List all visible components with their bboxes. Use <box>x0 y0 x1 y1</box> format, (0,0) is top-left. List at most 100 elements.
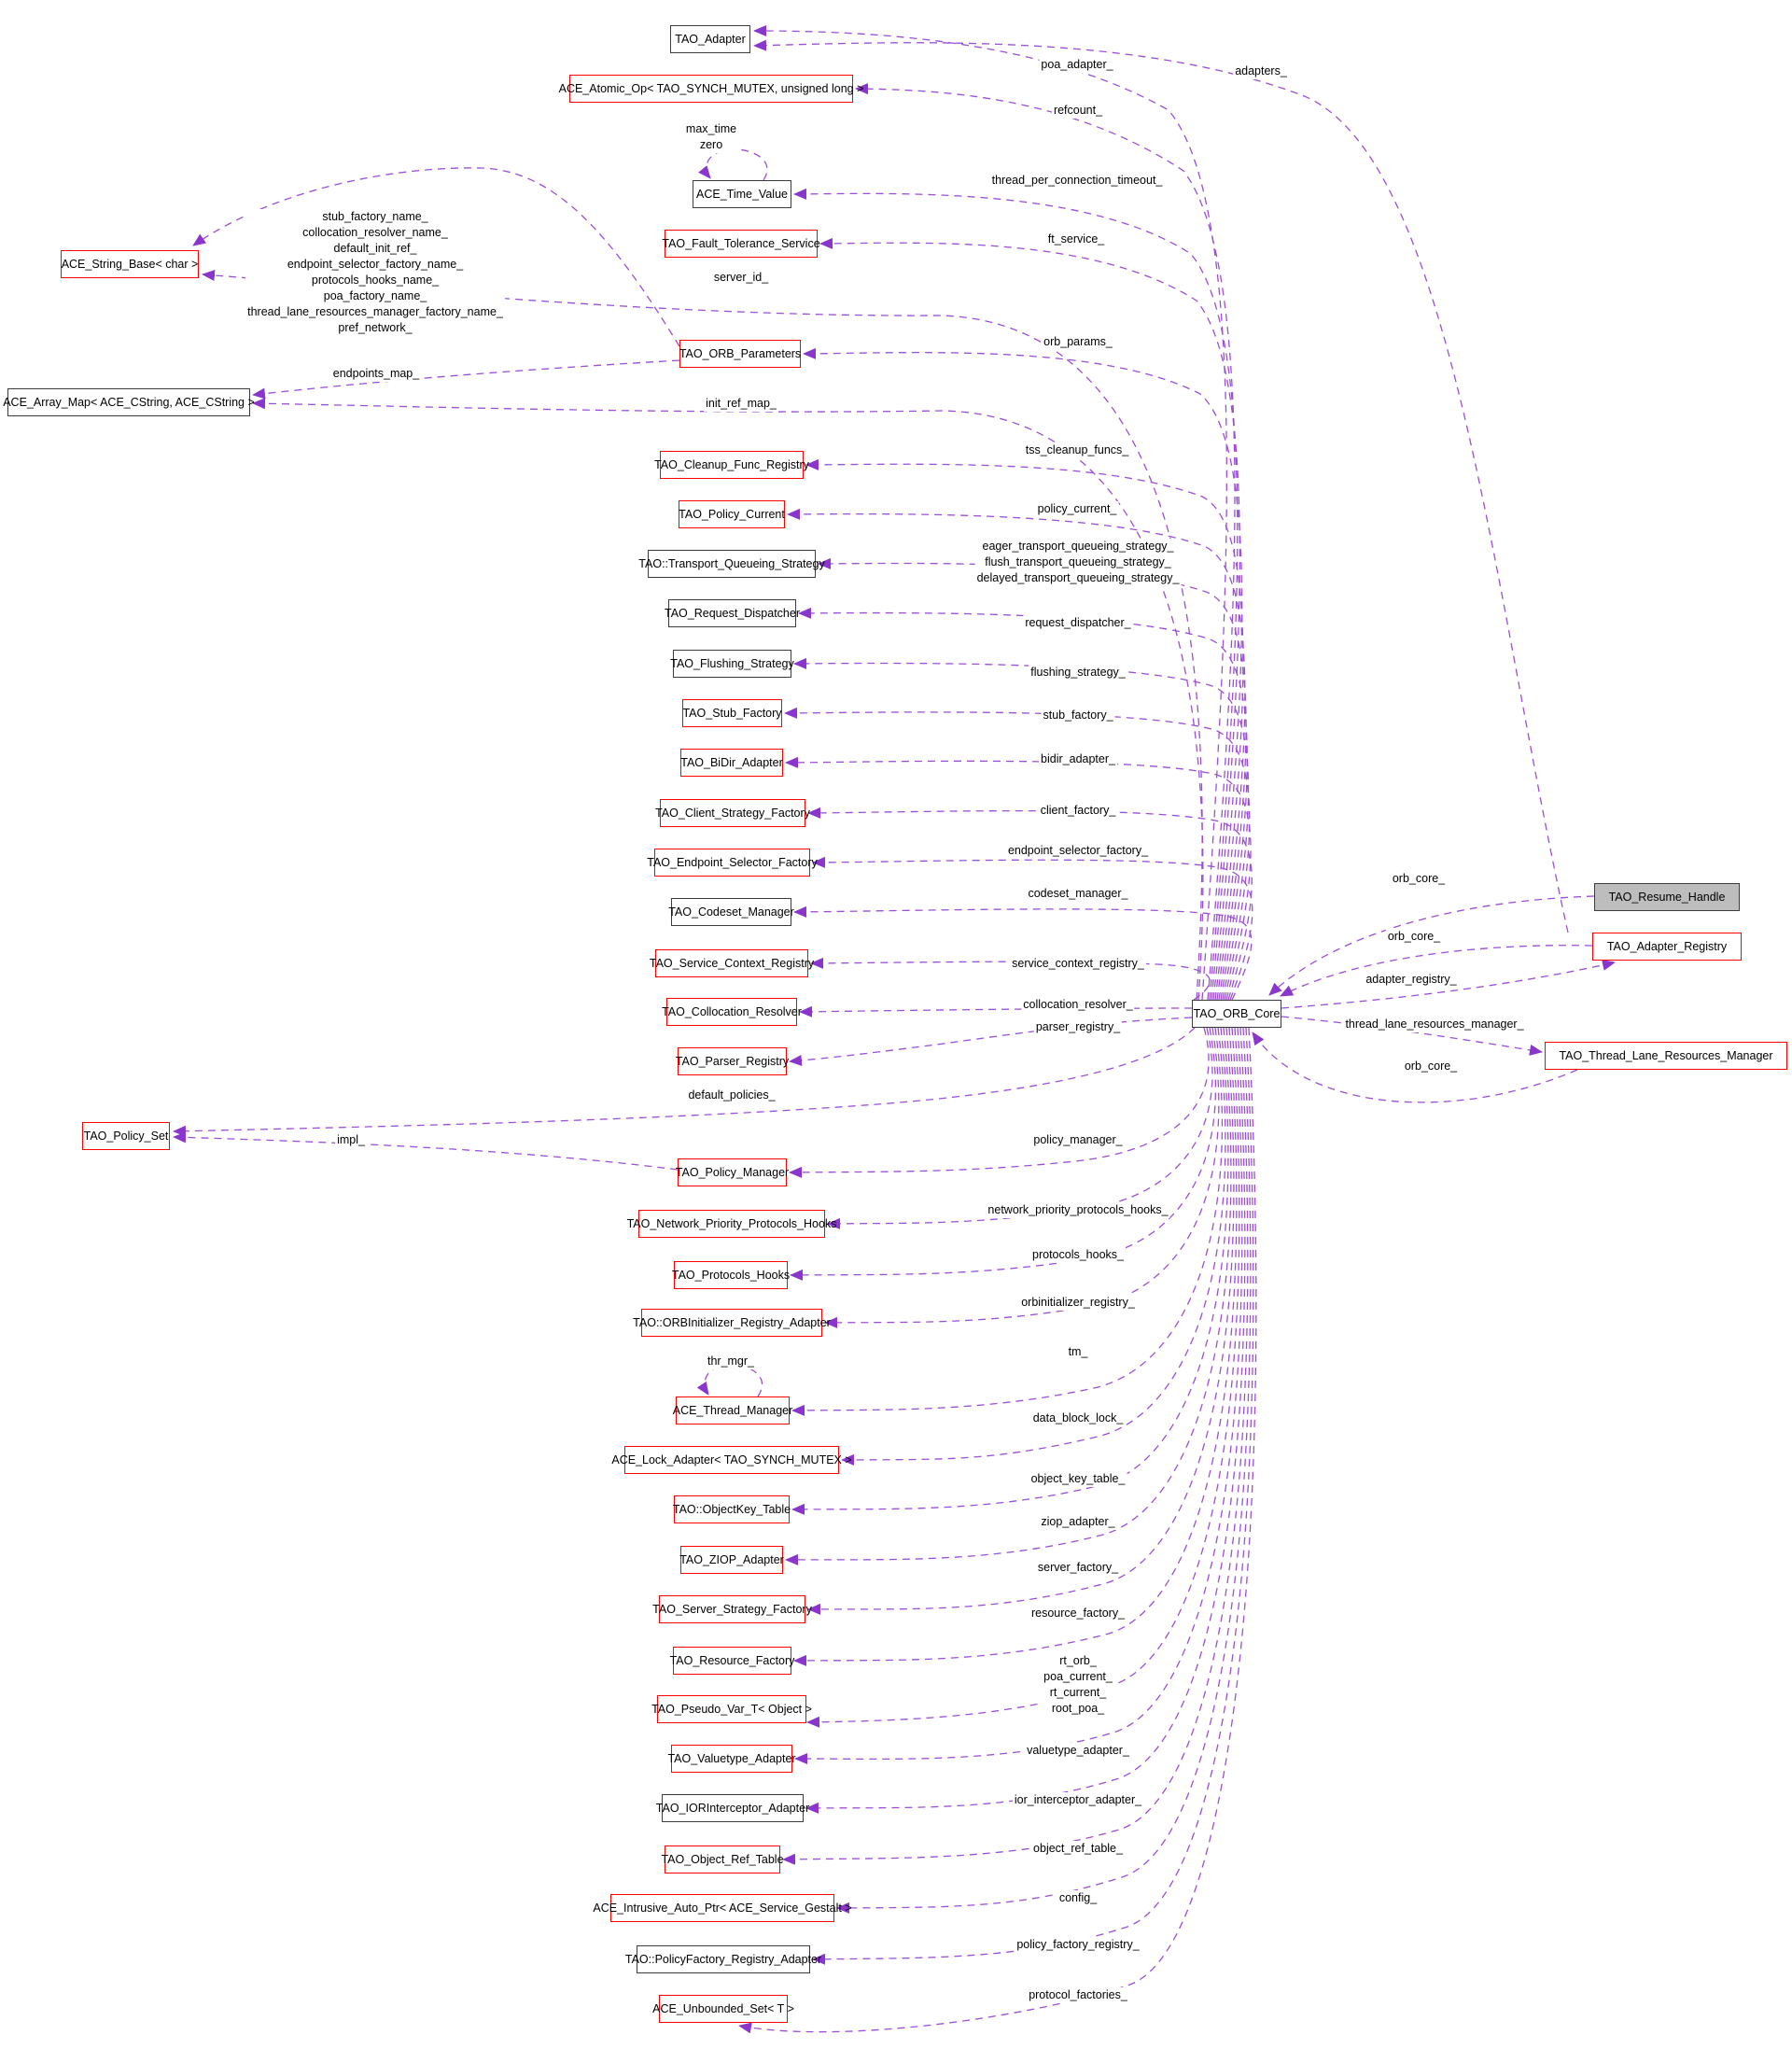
edge-label-thread-per-connection-timeout: thread_per_connection_timeout_ <box>989 173 1165 189</box>
edge-flushing-strategy <box>793 657 1250 1001</box>
class-node-ace-unbounded-set[interactable]: ACE_Unbounded_Set< T > <box>652 1995 794 2023</box>
edge-resource-factory <box>793 1027 1238 1666</box>
edge-protocol-factories <box>738 1027 1257 2034</box>
class-node-tao-parser-registry[interactable]: TAO_Parser_Registry <box>676 1047 789 1075</box>
edge-ior-interceptor-adapter <box>805 1027 1246 1814</box>
edge-poa-adapter <box>753 25 1227 1001</box>
class-node-tao-server-strategy-factory[interactable]: TAO_Server_Strategy_Factory <box>652 1595 812 1623</box>
edge-label-protocol-factories: protocol_factories_ <box>1027 1987 1129 2003</box>
class-node-tao-policyfactory-registry-adapter[interactable]: TAO::PolicyFactory_Registry_Adapter <box>625 1945 821 1973</box>
edge-pseudo-var <box>806 1027 1240 1728</box>
class-node-tao-pseudo-var-t[interactable]: TAO_Pseudo_Var_T< Object > <box>651 1695 812 1723</box>
edge-adapter-registry <box>1281 959 1616 1009</box>
edge-label-max-time-zero: max_time zero <box>683 121 739 153</box>
edge-label-orb-core-3: orb_core_ <box>1402 1059 1460 1074</box>
edge-label-parser-registry: parser_registry_ <box>1033 1019 1123 1035</box>
edge-label-client-factory: client_factory_ <box>1038 803 1118 819</box>
edge-policy-current <box>787 508 1246 1001</box>
edge-valuetype-adapter <box>794 1027 1243 1765</box>
class-node-tao-cleanup-func-registry[interactable]: TAO_Cleanup_Func_Registry <box>654 451 809 479</box>
edge-label-server-factory: server_factory_ <box>1035 1560 1121 1576</box>
edge-label-default-policies: default_policies_ <box>686 1088 777 1103</box>
class-node-tao-protocols-hooks[interactable]: TAO_Protocols_Hooks <box>672 1261 790 1289</box>
class-node-tao-request-dispatcher[interactable]: TAO_Request_Dispatcher <box>665 599 800 627</box>
class-node-ace-thread-manager[interactable]: ACE_Thread_Manager <box>673 1396 792 1424</box>
class-node-tao-objectkey-table[interactable]: TAO::ObjectKey_Table <box>673 1495 791 1523</box>
class-node-tao-adapter[interactable]: TAO_Adapter <box>670 25 750 53</box>
edge-label-poa-adapter: poa_adapter_ <box>1039 57 1115 73</box>
class-node-tao-adapter-registry[interactable]: TAO_Adapter_Registry <box>1592 933 1742 961</box>
class-node-tao-thread-lane-resources-manager[interactable]: TAO_Thread_Lane_Resources_Manager <box>1545 1042 1787 1070</box>
edge-label-request-dispatcher: request_dispatcher_ <box>1023 615 1133 631</box>
edge-label-service-context-registry: service_context_registry_ <box>1010 956 1146 972</box>
edge-label-adapter-registry: adapter_registry_ <box>1364 972 1459 988</box>
edge-ziop-adapter <box>785 1027 1232 1565</box>
class-node-tao-orb-core: TAO_ORB_Core <box>1192 1000 1281 1028</box>
edge-parser-registry <box>789 1017 1193 1066</box>
class-node-tao-client-strategy-factory[interactable]: TAO_Client_Strategy_Factory <box>655 799 810 827</box>
edge-label-network-priority-protocols-hooks: network_priority_protocols_hooks_ <box>986 1202 1170 1218</box>
class-node-tao-network-priority-protocols-hooks[interactable]: TAO_Network_Priority_Protocols_Hooks <box>627 1210 836 1238</box>
class-node-tao-policy-manager[interactable]: TAO_Policy_Manager <box>676 1158 789 1186</box>
class-node-ace-lock-adapter[interactable]: ACE_Lock_Adapter< TAO_SYNCH_MUTEX > <box>611 1446 852 1474</box>
edge-bidir-adapter <box>785 756 1252 1001</box>
edge-tss-cleanup-funcs <box>805 458 1244 1001</box>
edge-data-block-lock <box>841 1027 1226 1466</box>
class-node-tao-codeset-manager[interactable]: TAO_Codeset_Manager <box>668 898 794 926</box>
class-node-tao-ziop-adapter[interactable]: TAO_ZIOP_Adapter <box>679 1546 784 1574</box>
edge-label-impl: impl_ <box>335 1132 367 1148</box>
edge-policy-manager <box>789 1027 1210 1178</box>
class-node-tao-resource-factory[interactable]: TAO_Resource_Factory <box>670 1647 794 1675</box>
edge-label-thread-lane-resources-manager: thread_lane_resources_manager_ <box>1343 1017 1526 1032</box>
class-node-tao-endpoint-selector-factory[interactable]: TAO_Endpoint_Selector_Factory <box>647 849 818 877</box>
class-node-tao-stub-factory[interactable]: TAO_Stub_Factory <box>682 699 782 727</box>
edge-codeset-manager <box>793 905 1253 1001</box>
class-node-tao-policy-current[interactable]: TAO_Policy_Current <box>679 500 785 528</box>
edge-time-value-self-loop <box>698 148 768 181</box>
class-node-ace-time-value[interactable]: ACE_Time_Value <box>693 180 791 208</box>
edge-label-object-ref-table: object_ref_table_ <box>1031 1841 1125 1857</box>
edge-init-ref-map <box>252 398 1204 1001</box>
edge-label-policy-factory-registry: policy_factory_registry_ <box>1015 1937 1141 1953</box>
class-node-tao-transport-queueing-strategy[interactable]: TAO::Transport_Queueing_Strategy <box>638 550 825 578</box>
edge-stub-factory <box>784 707 1251 1001</box>
class-node-ace-atomic-op[interactable]: ACE_Atomic_Op< TAO_SYNCH_MUTEX, unsigned… <box>559 75 863 103</box>
edge-orb-core-from-resume-handle <box>1268 895 1595 996</box>
edge-label-init-ref-map: init_ref_map_ <box>704 396 778 412</box>
class-node-tao-fault-tolerance-service[interactable]: TAO_Fault_Tolerance_Service <box>662 230 820 258</box>
edge-label-orb-core-1: orb_core_ <box>1390 871 1448 887</box>
edge-label-collocation-resolver: collocation_resolver_ <box>1021 997 1135 1013</box>
edge-request-dispatcher <box>798 607 1248 1001</box>
class-node-tao-flushing-strategy[interactable]: TAO_Flushing_Strategy <box>670 650 794 678</box>
class-node-tao-iorinterceptor-adapter[interactable]: TAO_IORInterceptor_Adapter <box>656 1794 809 1822</box>
edge-label-refcount: refcount_ <box>1051 103 1105 119</box>
edge-config <box>836 1027 1252 1914</box>
class-node-tao-service-context-registry[interactable]: TAO_Service_Context_Registry <box>650 949 814 977</box>
class-node-tao-resume-handle: TAO_Resume_Handle <box>1594 883 1740 911</box>
edge-orb-parameter-names <box>192 167 680 347</box>
edge-endpoint-selector-factory <box>812 856 1253 1001</box>
class-node-ace-array-map[interactable]: ACE_Array_Map< ACE_CString, ACE_CString … <box>3 388 255 416</box>
class-node-tao-orbinitializer-registry-adapter[interactable]: TAO::ORBInitializer_Registry_Adapter <box>633 1309 831 1337</box>
edge-thread-per-connection-timeout <box>793 188 1239 1001</box>
edge-transport-queueing <box>818 557 1247 1001</box>
edge-label-server-id: server_id_ <box>711 270 771 286</box>
class-node-tao-valuetype-adapter[interactable]: TAO_Valuetype_Adapter <box>667 1745 796 1773</box>
edge-label-rt-orb-poa-current: rt_orb_ poa_current_ rt_current_ root_po… <box>1042 1653 1114 1717</box>
edge-tm <box>791 1027 1224 1416</box>
edge-label-orbinitializer-registry: orbinitializer_registry_ <box>1019 1295 1137 1311</box>
class-node-tao-object-ref-table[interactable]: TAO_Object_Ref_Table <box>661 1845 784 1874</box>
edge-endpoints-map <box>252 359 680 400</box>
class-node-tao-bidir-adapter[interactable]: TAO_BiDir_Adapter <box>680 749 783 777</box>
class-node-tao-collocation-resolver[interactable]: TAO_Collocation_Resolver <box>662 998 802 1026</box>
edge-orb-core-from-adapter-registry <box>1280 945 1593 997</box>
edge-label-protocols-hooks: protocols_hooks_ <box>1030 1247 1126 1263</box>
edge-label-transport-queueing-strategies: eager_transport_queueing_strategy_ flush… <box>974 539 1182 586</box>
class-node-tao-orb-parameters[interactable]: TAO_ORB_Parameters <box>679 340 801 368</box>
class-node-ace-intrusive-auto-ptr[interactable]: ACE_Intrusive_Auto_Ptr< ACE_Service_Gest… <box>593 1894 852 1922</box>
class-node-ace-string-base[interactable]: ACE_String_Base< char > <box>61 250 199 278</box>
class-node-tao-policy-set[interactable]: TAO_Policy_Set <box>82 1122 170 1150</box>
edge-network-priority-protocols-hooks <box>827 1027 1213 1229</box>
edge-ft-service <box>819 237 1240 1001</box>
edge-label-tss-cleanup-funcs: tss_cleanup_funcs_ <box>1023 442 1131 458</box>
